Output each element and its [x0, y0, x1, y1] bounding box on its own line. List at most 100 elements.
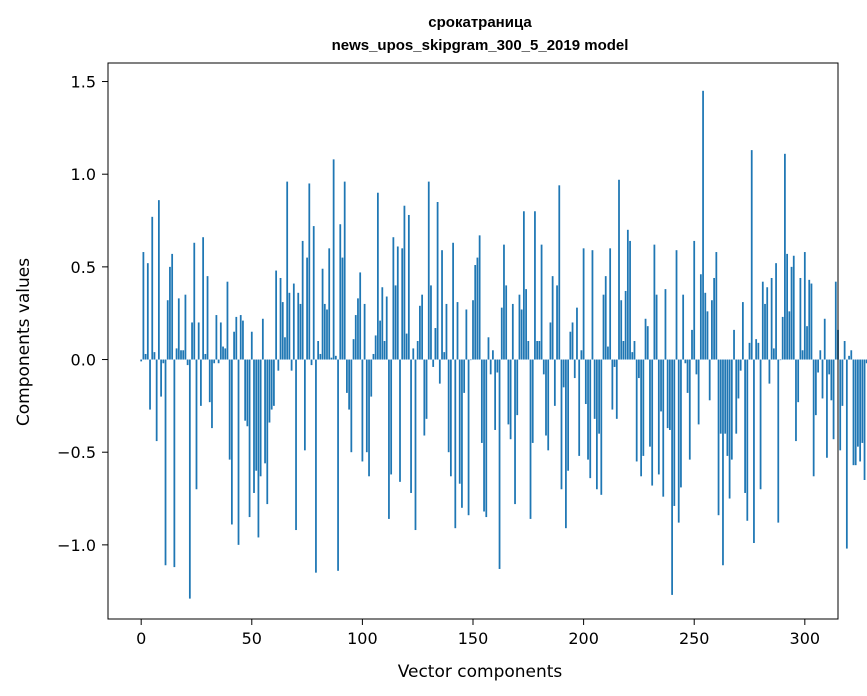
- y-tick-label: 0.0: [71, 351, 96, 370]
- bar: [613, 359, 616, 367]
- bar: [463, 359, 466, 393]
- chart-title-line1: срокатраница: [428, 14, 532, 31]
- bar: [253, 359, 255, 493]
- bar: [160, 359, 162, 397]
- bar: [706, 311, 709, 360]
- bar: [197, 322, 200, 360]
- bar: [432, 359, 435, 367]
- bar: [299, 303, 302, 360]
- bar: [545, 359, 547, 436]
- bar: [171, 253, 174, 360]
- bar: [361, 359, 364, 462]
- bar: [635, 359, 638, 462]
- bar: [814, 359, 817, 416]
- bar: [376, 192, 379, 360]
- bar: [485, 359, 488, 518]
- bar: [279, 277, 282, 360]
- bar: [819, 350, 822, 360]
- x-tick-label: 300: [790, 629, 821, 648]
- bar: [536, 341, 539, 360]
- bar: [334, 355, 337, 360]
- bar: [859, 359, 862, 462]
- bar: [551, 276, 554, 360]
- bar: [487, 337, 490, 360]
- bar: [206, 276, 209, 360]
- bar: [607, 346, 609, 360]
- bar: [211, 359, 213, 429]
- bar: [531, 359, 534, 443]
- bar: [715, 252, 718, 360]
- chart-title-line2: news_upos_skipgram_300_5_2019 model: [332, 37, 629, 54]
- bar: [753, 359, 755, 544]
- bar: [270, 359, 273, 410]
- bar: [766, 287, 769, 360]
- bar: [580, 350, 583, 360]
- bar: [691, 329, 693, 360]
- bar: [239, 315, 242, 360]
- bar: [653, 244, 656, 360]
- bar: [688, 359, 691, 460]
- bar: [483, 359, 485, 512]
- bar: [662, 359, 665, 497]
- bar: [259, 359, 262, 477]
- x-tick-label: 150: [458, 629, 489, 648]
- bar: [562, 359, 565, 388]
- x-tick-label: 0: [136, 629, 146, 648]
- bar: [542, 359, 545, 375]
- bar: [284, 337, 286, 360]
- bar: [832, 359, 835, 440]
- bar: [768, 359, 771, 384]
- bar: [350, 359, 353, 453]
- bar: [303, 359, 306, 451]
- bar: [518, 294, 521, 360]
- bar: [423, 359, 426, 436]
- bar: [516, 359, 519, 416]
- bar: [392, 237, 395, 360]
- bar: [244, 359, 247, 421]
- bar: [500, 307, 503, 360]
- bar: [151, 216, 154, 360]
- bar: [514, 359, 516, 505]
- bar: [702, 90, 704, 360]
- bar: [770, 277, 773, 360]
- bar: [343, 181, 346, 360]
- bar: [166, 300, 169, 360]
- bar: [480, 359, 483, 443]
- bar: [784, 153, 786, 360]
- bar: [655, 294, 658, 360]
- bar: [801, 350, 804, 360]
- bar: [757, 342, 760, 360]
- bar: [547, 359, 550, 451]
- bar: [644, 318, 647, 360]
- bar: [452, 242, 454, 360]
- bar: [538, 341, 541, 360]
- bar: [184, 294, 187, 360]
- bar: [668, 359, 671, 430]
- bar: [157, 200, 160, 360]
- bar: [739, 359, 742, 371]
- bar: [697, 359, 700, 425]
- bar: [704, 292, 707, 360]
- bar: [865, 359, 867, 364]
- bar: [821, 359, 824, 399]
- bar: [764, 303, 766, 360]
- bar: [797, 359, 800, 403]
- bar: [735, 359, 738, 434]
- bar: [162, 359, 165, 364]
- bar: [595, 359, 598, 490]
- bar: [323, 303, 326, 360]
- bar: [412, 348, 415, 360]
- bar: [396, 246, 399, 360]
- bar: [461, 359, 463, 508]
- bar: [582, 248, 585, 360]
- bar: [175, 348, 178, 360]
- bar: [810, 283, 813, 360]
- bar: [589, 359, 592, 479]
- bar: [219, 322, 222, 360]
- bar: [268, 359, 271, 423]
- bar: [339, 224, 342, 360]
- bar: [474, 265, 477, 360]
- bar: [584, 359, 587, 405]
- bar: [142, 252, 145, 360]
- bar: [295, 359, 297, 531]
